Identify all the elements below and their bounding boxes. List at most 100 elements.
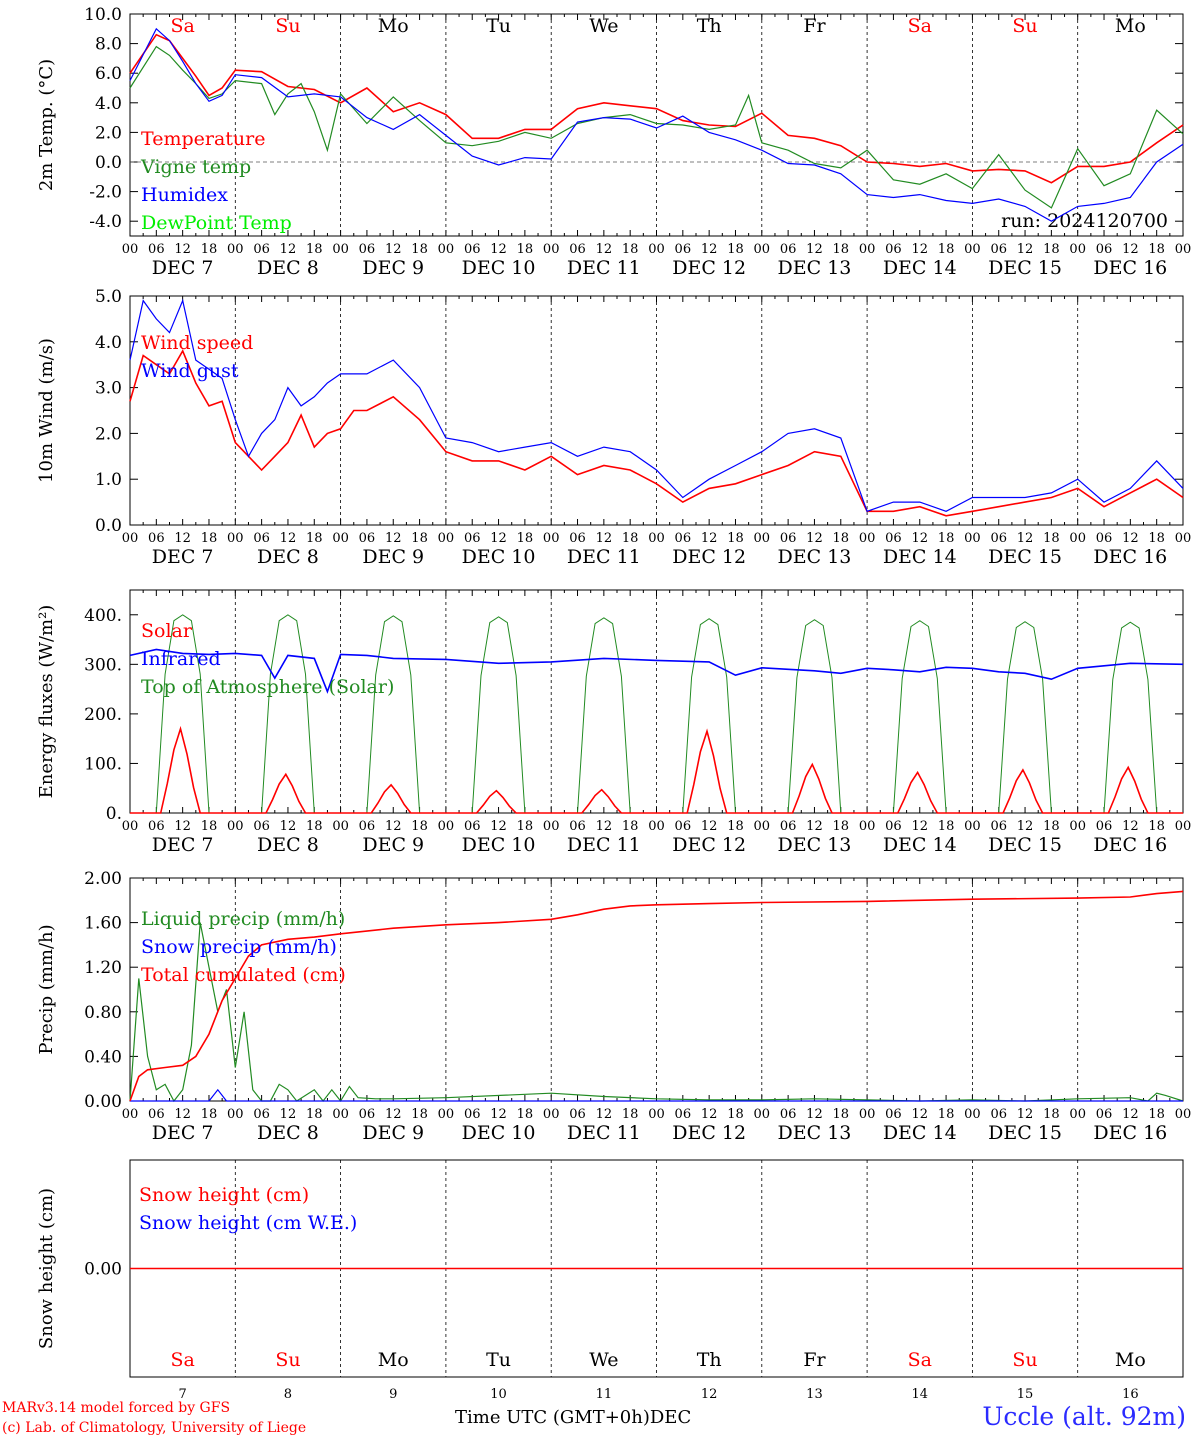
series-line <box>129 890 1184 1102</box>
hour-tick-label: 00 <box>859 819 876 834</box>
date-tick-label: DEC 13 <box>778 546 852 568</box>
series-line <box>130 725 1183 814</box>
hour-tick-label: 06 <box>148 242 165 257</box>
legend-entry: Infrared <box>141 648 221 670</box>
y-axis-label: 10m Wind (m/s) <box>36 338 57 483</box>
y-tick-label: 1.20 <box>84 958 122 978</box>
date-tick-label: DEC 12 <box>672 834 746 856</box>
hour-tick-label: 00 <box>964 819 981 834</box>
hour-tick-label: 00 <box>438 819 455 834</box>
date-tick-label: DEC 15 <box>988 834 1062 856</box>
y-tick-label: 3.0 <box>95 379 122 399</box>
y-tick-label: 5.0 <box>95 287 122 307</box>
date-tick-label: DEC 8 <box>257 1122 319 1144</box>
legend-entry: Liquid precip (mm/h) <box>141 908 345 930</box>
hour-tick-label: 18 <box>201 242 218 257</box>
hour-tick-label: 00 <box>227 819 244 834</box>
hour-tick-label: 00 <box>332 819 349 834</box>
hour-tick-label: 18 <box>411 1107 428 1122</box>
hour-tick-label: 12 <box>490 1107 507 1122</box>
date-tick-label: DEC 11 <box>567 1122 641 1144</box>
date-tick-label: DEC 14 <box>883 546 957 568</box>
hour-tick-label: 18 <box>1148 531 1165 546</box>
hour-tick-label: 06 <box>464 242 481 257</box>
y-axis-label: Energy fluxes (W/m²) <box>36 605 57 799</box>
hour-tick-label: 00 <box>648 242 665 257</box>
date-tick-label: DEC 7 <box>152 834 214 856</box>
hour-tick-label: 06 <box>990 819 1007 834</box>
weekday-label: Sa <box>170 1349 194 1371</box>
date-tick-label: DEC 8 <box>257 257 319 279</box>
hour-tick-label: 12 <box>701 531 718 546</box>
hour-tick-label: 12 <box>1017 819 1034 834</box>
hour-tick-label: 00 <box>1175 1107 1192 1122</box>
hour-tick-label: 12 <box>1017 1107 1034 1122</box>
date-tick-label: DEC 13 <box>778 1122 852 1144</box>
hour-tick-label: 18 <box>938 1107 955 1122</box>
hour-tick-label: 18 <box>517 1107 534 1122</box>
hour-tick-label: 12 <box>806 819 823 834</box>
x-axis-title: Time UTC (GMT+0h) <box>455 1407 650 1428</box>
hour-tick-label: 18 <box>411 242 428 257</box>
day-number-label: 8 <box>284 1387 292 1402</box>
x-axis-month: DEC <box>649 1407 692 1428</box>
date-tick-label: DEC 9 <box>362 1122 424 1144</box>
date-tick-label: DEC 16 <box>1093 1122 1167 1144</box>
hour-tick-label: 06 <box>359 819 376 834</box>
run-label: run: 2024120700 <box>1001 210 1168 232</box>
y-tick-label: 0.80 <box>84 1003 122 1023</box>
date-tick-label: DEC 13 <box>778 257 852 279</box>
hour-tick-label: 00 <box>1175 531 1192 546</box>
hour-tick-label: 18 <box>411 819 428 834</box>
hour-tick-label: 06 <box>675 819 692 834</box>
hour-tick-label: 18 <box>622 1107 639 1122</box>
y-axis-label: Precip (mm/h) <box>36 924 57 1054</box>
hour-tick-label: 18 <box>1043 819 1060 834</box>
day-number-label: 13 <box>806 1387 823 1402</box>
series-line <box>130 1088 1183 1102</box>
hour-tick-label: 06 <box>569 242 586 257</box>
hour-tick-label: 00 <box>543 1107 560 1122</box>
hour-tick-label: 00 <box>648 1107 665 1122</box>
weekday-label: Tu <box>486 15 511 37</box>
day-number-label: 15 <box>1017 1387 1034 1402</box>
hour-tick-label: 18 <box>306 1107 323 1122</box>
date-tick-label: DEC 7 <box>152 546 214 568</box>
hour-tick-label: 18 <box>201 1107 218 1122</box>
hour-tick-label: 18 <box>727 1107 744 1122</box>
series-line <box>129 27 1184 222</box>
hour-tick-label: 00 <box>754 1107 771 1122</box>
weekday-label: Sa <box>908 15 932 37</box>
y-tick-label: 10.0 <box>84 5 122 25</box>
hour-tick-label: 00 <box>859 1107 876 1122</box>
hour-tick-label: 06 <box>253 531 270 546</box>
hour-tick-label: 06 <box>990 1107 1007 1122</box>
hour-tick-label: 00 <box>122 819 139 834</box>
hour-tick-label: 06 <box>359 531 376 546</box>
date-tick-label: DEC 7 <box>152 257 214 279</box>
hour-tick-label: 12 <box>174 242 191 257</box>
hour-tick-label: 06 <box>885 242 902 257</box>
hour-tick-label: 06 <box>148 819 165 834</box>
hour-tick-label: 06 <box>675 531 692 546</box>
hour-tick-label: 12 <box>385 819 402 834</box>
legend-entry: DewPoint Temp <box>141 212 292 234</box>
hour-tick-label: 00 <box>1069 819 1086 834</box>
hour-tick-label: 06 <box>885 531 902 546</box>
hour-tick-label: 12 <box>596 819 613 834</box>
hour-tick-label: 00 <box>438 531 455 546</box>
hour-tick-label: 00 <box>438 242 455 257</box>
hour-tick-label: 18 <box>1043 242 1060 257</box>
hour-tick-label: 06 <box>359 242 376 257</box>
y-tick-label: 2.0 <box>95 123 122 143</box>
day-number-label: 9 <box>389 1387 397 1402</box>
y-tick-label: 0.00 <box>84 1092 122 1112</box>
hour-tick-label: 18 <box>938 819 955 834</box>
date-tick-label: DEC 9 <box>362 834 424 856</box>
hour-tick-label: 00 <box>227 531 244 546</box>
hour-tick-label: 06 <box>1096 531 1113 546</box>
hour-tick-label: 00 <box>122 531 139 546</box>
date-tick-label: DEC 11 <box>567 834 641 856</box>
date-tick-label: DEC 15 <box>988 257 1062 279</box>
hour-tick-label: 00 <box>754 531 771 546</box>
